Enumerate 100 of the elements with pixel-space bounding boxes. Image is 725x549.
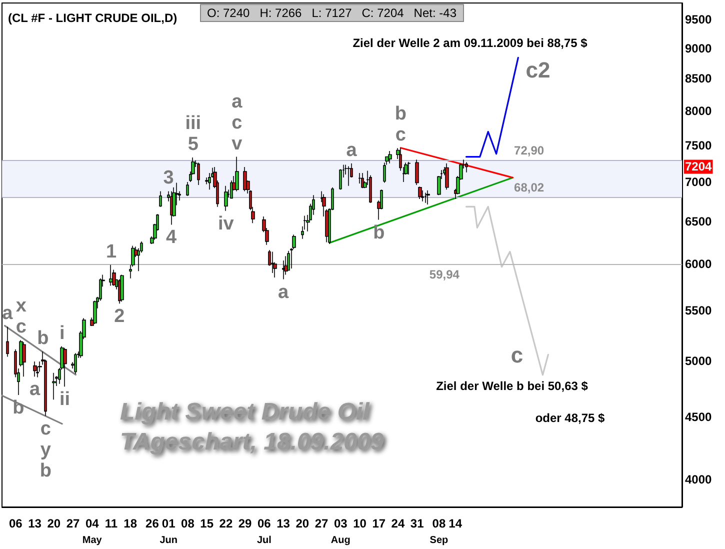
- annotation: 1: [106, 241, 117, 262]
- y-tick-label: 8000: [685, 104, 712, 118]
- y-tick-label: 9000: [685, 41, 712, 56]
- x-tick-label: 22: [219, 516, 233, 530]
- annotation: Ziel der Welle 2 am 09.11.2009 bei 88,75 $: [352, 36, 588, 50]
- annotation: 7204: [685, 160, 712, 174]
- y-tick-label: 4500: [685, 410, 712, 424]
- candlestick: [369, 174, 372, 204]
- annotation: c2: [526, 58, 550, 82]
- y-tick-label: 5000: [685, 354, 712, 368]
- line-series: [465, 206, 549, 376]
- annotation: b: [394, 103, 407, 124]
- candlestick: [197, 162, 200, 186]
- candlestick: [235, 156, 239, 192]
- y-tick-label: 7000: [685, 175, 712, 189]
- y-tick-label: 7500: [685, 138, 712, 152]
- y-tick-label: 5500: [685, 303, 712, 318]
- candlestick: [465, 162, 468, 173]
- candlestick: [22, 342, 26, 378]
- annotation: a: [278, 282, 289, 303]
- annotation: iv: [218, 213, 234, 234]
- annotation: a: [2, 303, 14, 324]
- x-tick-label: 11: [104, 516, 118, 530]
- annotation: Ziel der Welle b bei 50,63 $: [436, 379, 588, 393]
- candlestick: [415, 159, 419, 186]
- candlestick: [407, 161, 411, 175]
- annotation: 72,90: [514, 143, 544, 158]
- annotation: y: [40, 439, 52, 460]
- x-tick-label: 17: [372, 516, 386, 530]
- annotation: i: [59, 322, 65, 344]
- annotation: x: [16, 296, 27, 317]
- x-tick-label: 18: [124, 516, 138, 530]
- x-tick-label: 13: [276, 516, 290, 530]
- x-tick-label: 29: [238, 516, 252, 530]
- annotation: 59,94: [429, 268, 460, 282]
- annotation: c: [232, 112, 243, 134]
- annotation: c: [395, 124, 406, 146]
- candlestick: [445, 162, 449, 190]
- x-tick-label: 03 Aug: [330, 516, 350, 546]
- x-tick-label: 27: [66, 516, 80, 530]
- x-tick-label: 20: [296, 516, 310, 530]
- x-tick-label: 26: [146, 516, 160, 530]
- annotation: c: [40, 418, 52, 440]
- candlestick: [339, 168, 342, 190]
- annotation: TAgeschart, 18.09.2009: [120, 428, 384, 456]
- quote-box: O: 7240 H: 7266 L: 7127 C: 7204 Net: -43: [200, 4, 464, 22]
- x-tick-label: 04 May: [82, 516, 102, 546]
- annotation: iii: [185, 112, 202, 134]
- annotation: 68,02: [514, 180, 544, 194]
- x-tick-label: 27: [314, 516, 329, 530]
- candlestick: [426, 190, 430, 205]
- x-tick-label: 24: [391, 516, 405, 530]
- x-tick-label: 13: [28, 516, 42, 530]
- annotation: c: [510, 342, 524, 368]
- candlestick: [36, 366, 39, 378]
- x-tick-label: 14: [448, 516, 462, 530]
- annotation: 2: [114, 306, 125, 328]
- candlestick: [112, 269, 116, 286]
- annotation: v: [232, 133, 243, 154]
- candlestick: [358, 172, 362, 184]
- y-tick-label: 9500: [685, 12, 712, 27]
- annotation: b: [373, 222, 385, 244]
- annotation: oder 48,75 $: [535, 411, 606, 425]
- y-tick-label: 6000: [685, 257, 712, 272]
- annotation: Light Sweet Drude Oil: [120, 398, 371, 426]
- candlestick: [63, 347, 67, 388]
- annotation: a: [29, 379, 40, 400]
- candlestick: [361, 172, 364, 189]
- candlestick: [243, 166, 247, 192]
- candlestick: [224, 185, 228, 212]
- x-tick-label: 06 Jul: [256, 516, 272, 546]
- candlestick: [424, 192, 427, 204]
- candlestick: [347, 166, 351, 186]
- annotation: a: [346, 140, 358, 161]
- x-tick-label: 08 Sep: [430, 516, 448, 546]
- annotation: 4: [166, 227, 178, 248]
- text: (CL #F - LIGHT CRUDE OIL,D): [8, 11, 178, 25]
- x-tick-label: 15: [200, 516, 214, 530]
- candlestick: [159, 190, 162, 208]
- candlestick: [74, 352, 77, 374]
- x-tick-label: 06: [8, 516, 23, 530]
- candlestick: [52, 372, 56, 400]
- candlestick: [120, 274, 124, 302]
- y-tick-label: 8500: [685, 72, 712, 86]
- candlestick: [6, 326, 9, 358]
- candlestick: [388, 150, 392, 164]
- annotation: 3: [163, 168, 174, 189]
- annotation: 5: [188, 134, 199, 155]
- annotation: b: [40, 460, 52, 482]
- candlestick: [418, 186, 422, 200]
- candlestick: [421, 190, 424, 202]
- annotation: a: [232, 91, 243, 112]
- x-tick-label: 01 Jun: [160, 516, 178, 546]
- candlestick: [170, 190, 173, 226]
- candlestick: [287, 250, 290, 271]
- annotation: b: [37, 328, 49, 350]
- candlestick: [186, 182, 189, 196]
- y-tick-label: 4000: [685, 472, 712, 487]
- y-tick-label: 6500: [685, 214, 712, 228]
- candlestick: [109, 264, 113, 286]
